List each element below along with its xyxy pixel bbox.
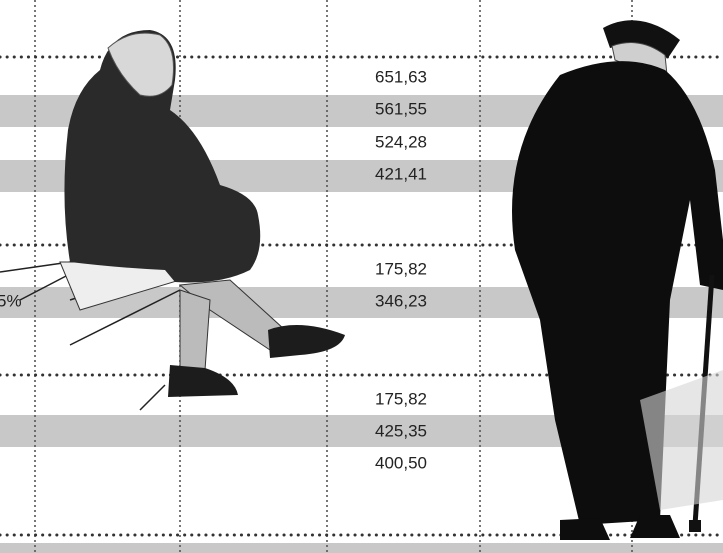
seated-woman: [0, 30, 345, 410]
value-label: 400,50: [375, 453, 427, 472]
infographic: 651,63 561,55 524,28 421,41 175,82 346,2…: [0, 0, 723, 553]
value-label: 524,28: [375, 132, 427, 151]
value-label: 175,82: [375, 389, 427, 408]
value-label: 346,23: [375, 291, 427, 310]
value-label: 175,82: [375, 259, 427, 278]
band: [0, 543, 723, 553]
value-label: 651,63: [375, 67, 427, 86]
value-label: 561,55: [375, 99, 427, 118]
value-label: 421,41: [375, 164, 427, 183]
value-label: 425,35: [375, 421, 427, 440]
side-label: 5%: [0, 291, 22, 310]
